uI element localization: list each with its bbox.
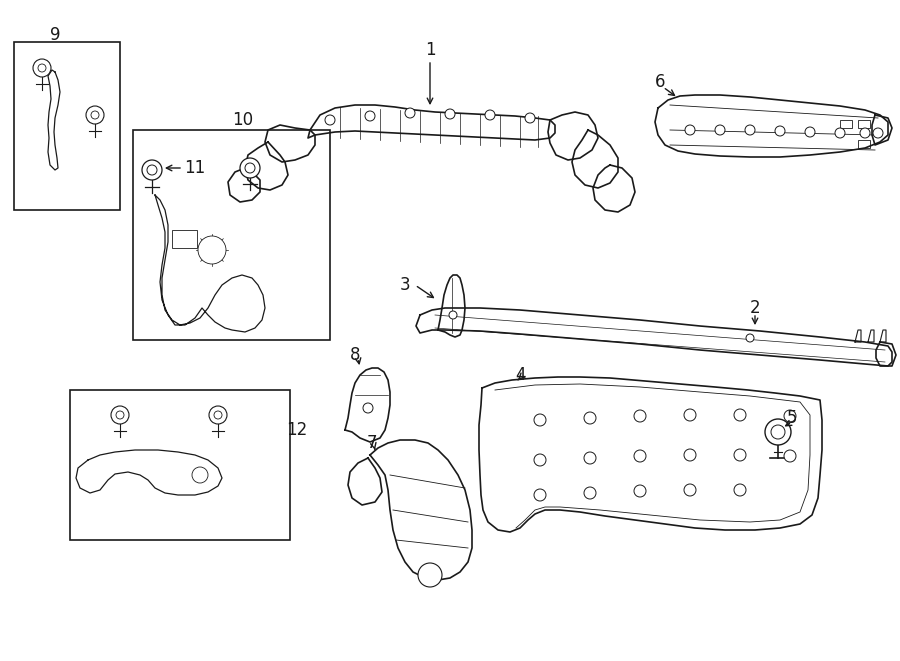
Text: 6: 6 [655, 73, 665, 91]
Circle shape [534, 489, 546, 501]
Circle shape [765, 419, 791, 445]
Bar [14, 42, 120, 210]
Text: 3: 3 [400, 276, 410, 294]
Circle shape [405, 108, 415, 118]
Polygon shape [655, 95, 888, 157]
Circle shape [784, 450, 796, 462]
Circle shape [209, 406, 227, 424]
Text: 11: 11 [184, 159, 205, 177]
Circle shape [111, 406, 129, 424]
Circle shape [584, 487, 596, 499]
Circle shape [805, 127, 815, 137]
Circle shape [684, 409, 696, 421]
Circle shape [734, 409, 746, 421]
Circle shape [745, 125, 755, 135]
Circle shape [142, 160, 162, 180]
Polygon shape [370, 440, 472, 580]
Circle shape [485, 110, 495, 120]
Circle shape [734, 449, 746, 461]
Polygon shape [438, 275, 465, 337]
Circle shape [33, 59, 51, 77]
Polygon shape [155, 195, 265, 332]
Bar [858, 120, 870, 128]
Circle shape [214, 411, 222, 419]
Circle shape [147, 165, 157, 175]
Circle shape [245, 163, 255, 173]
Circle shape [198, 236, 226, 264]
Polygon shape [868, 330, 874, 342]
Circle shape [534, 414, 546, 426]
Circle shape [584, 412, 596, 424]
Polygon shape [548, 112, 598, 160]
Circle shape [684, 484, 696, 496]
Polygon shape [245, 142, 288, 190]
Circle shape [860, 128, 870, 138]
Text: 8: 8 [350, 346, 360, 364]
Circle shape [873, 128, 883, 138]
Text: 5: 5 [787, 409, 797, 427]
Text: 12: 12 [286, 421, 308, 439]
Text: 9: 9 [50, 26, 60, 44]
Bar [133, 130, 330, 340]
Circle shape [445, 109, 455, 119]
Polygon shape [416, 308, 892, 366]
Circle shape [192, 467, 208, 483]
Polygon shape [872, 115, 892, 145]
Circle shape [771, 425, 785, 439]
Polygon shape [876, 342, 896, 366]
Circle shape [418, 563, 442, 587]
Circle shape [525, 113, 535, 123]
Circle shape [685, 125, 695, 135]
Text: 10: 10 [232, 111, 254, 129]
Circle shape [746, 334, 754, 342]
Circle shape [584, 452, 596, 464]
Circle shape [365, 111, 375, 121]
Circle shape [325, 115, 335, 125]
Circle shape [634, 410, 646, 422]
Circle shape [634, 450, 646, 462]
Bar [70, 390, 290, 540]
Circle shape [715, 125, 725, 135]
Bar [172, 230, 197, 248]
Polygon shape [76, 450, 222, 495]
Bar [840, 120, 852, 128]
Text: 1: 1 [425, 41, 436, 59]
Circle shape [784, 410, 796, 422]
Polygon shape [228, 168, 260, 202]
Bar [858, 140, 870, 148]
Circle shape [86, 106, 104, 124]
Circle shape [734, 484, 746, 496]
Polygon shape [308, 105, 555, 140]
Circle shape [91, 111, 99, 119]
Text: 7: 7 [367, 434, 377, 452]
Polygon shape [880, 330, 886, 342]
Polygon shape [345, 368, 390, 442]
Circle shape [116, 411, 124, 419]
Circle shape [38, 64, 46, 72]
Text: 4: 4 [515, 366, 526, 384]
Polygon shape [348, 458, 382, 505]
Circle shape [835, 128, 845, 138]
Polygon shape [48, 70, 60, 170]
Circle shape [634, 485, 646, 497]
Polygon shape [593, 165, 635, 212]
Polygon shape [572, 130, 618, 188]
Polygon shape [855, 330, 861, 342]
Circle shape [363, 403, 373, 413]
Circle shape [775, 126, 785, 136]
Circle shape [534, 454, 546, 466]
Text: 2: 2 [750, 299, 760, 317]
Polygon shape [479, 377, 822, 532]
Circle shape [449, 311, 457, 319]
Circle shape [684, 449, 696, 461]
Circle shape [240, 158, 260, 178]
Polygon shape [265, 125, 315, 162]
